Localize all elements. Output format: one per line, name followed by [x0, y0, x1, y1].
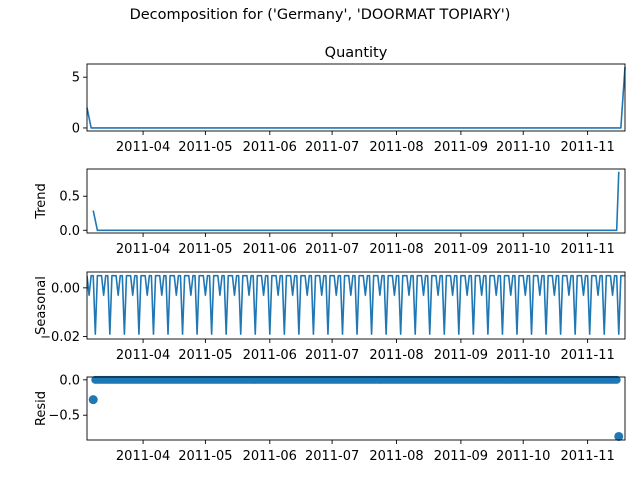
panel-title: Quantity	[325, 45, 388, 61]
panel-2: 2011-04 2011-05 2011-06 2011-07 2011-08 2011-…	[34, 168, 626, 257]
x-tick-label: 2011-06	[243, 242, 297, 257]
y-axis-label: Trend	[34, 183, 49, 220]
axes-frame	[86, 376, 626, 441]
x-tick-label: 2011-09	[434, 242, 488, 257]
y-tick-label: 5	[72, 71, 80, 86]
x-tick-label: 2011-09	[434, 449, 488, 464]
x-tick-label: 2011-08	[369, 348, 423, 363]
x-tick-label: 2011-10	[496, 449, 550, 464]
y-tick-label: −0.5	[48, 409, 80, 424]
y-tick-label: 0	[72, 121, 80, 136]
x-tick-label: 2011-09	[434, 140, 488, 155]
x-tick-label: 2011-04	[116, 348, 170, 363]
x-tick-label: 2011-04	[116, 449, 170, 464]
y-tick-label: 0.00	[51, 281, 80, 296]
x-tick-label: 2011-10	[496, 348, 550, 363]
x-tick-label: 2011-11	[560, 449, 614, 464]
x-tick-label: 2011-06	[243, 140, 297, 155]
x-tick-label: 2011-08	[369, 140, 423, 155]
x-tick-label: 2011-06	[243, 449, 297, 464]
x-tick-label: 2011-08	[369, 242, 423, 257]
x-tick-label: 2011-05	[178, 449, 232, 464]
resid-outlier-point	[88, 395, 98, 405]
x-tick-label: 2011-05	[178, 242, 232, 257]
figure-suptitle: Decomposition for ('Germany', 'DOORMAT T…	[129, 7, 511, 23]
axes-frame	[86, 63, 626, 132]
panel-4: 2011-04 2011-05 2011-06 2011-07 2011-08 2011-…	[34, 373, 626, 464]
x-tick-label: 2011-07	[305, 449, 359, 464]
x-tick-label: 2011-11	[560, 140, 614, 155]
y-tick-label: 0.0	[59, 373, 80, 388]
x-tick-label: 2011-10	[496, 242, 550, 257]
resid-outlier-point	[614, 431, 624, 441]
resid-point	[612, 375, 621, 384]
x-tick-label: 2011-11	[560, 348, 614, 363]
x-tick-label: 2011-04	[116, 140, 170, 155]
x-tick-label: 2011-05	[178, 140, 232, 155]
x-tick-label: 2011-07	[305, 242, 359, 257]
series-line	[92, 171, 620, 232]
axes-frame	[86, 168, 626, 234]
x-tick-label: 2011-09	[434, 348, 488, 363]
y-tick-label: −0.02	[40, 330, 80, 345]
x-tick-label: 2011-04	[116, 242, 170, 257]
x-tick-label: 2011-08	[369, 449, 423, 464]
x-tick-label: 2011-11	[560, 242, 614, 257]
y-axis-label: Seasonal	[34, 276, 49, 335]
x-tick-label: 2011-10	[496, 140, 550, 155]
axes-frame	[86, 271, 626, 340]
panel-3: 2011-04 2011-05 2011-06 2011-07 2011-08 2011-…	[34, 271, 626, 363]
x-tick-label: 2011-07	[305, 140, 359, 155]
x-tick-label: 2011-05	[178, 348, 232, 363]
series-line	[86, 66, 626, 129]
y-tick-label: 0.5	[59, 190, 80, 205]
panel-1: 2011-04 2011-05 2011-06 2011-07 2011-08 2011-…	[72, 45, 626, 155]
y-tick-label: 0.0	[59, 224, 80, 239]
seasonal-line	[87, 274, 625, 335]
x-tick-label: 2011-06	[243, 348, 297, 363]
x-tick-label: 2011-07	[305, 348, 359, 363]
y-axis-label: Resid	[34, 391, 49, 426]
